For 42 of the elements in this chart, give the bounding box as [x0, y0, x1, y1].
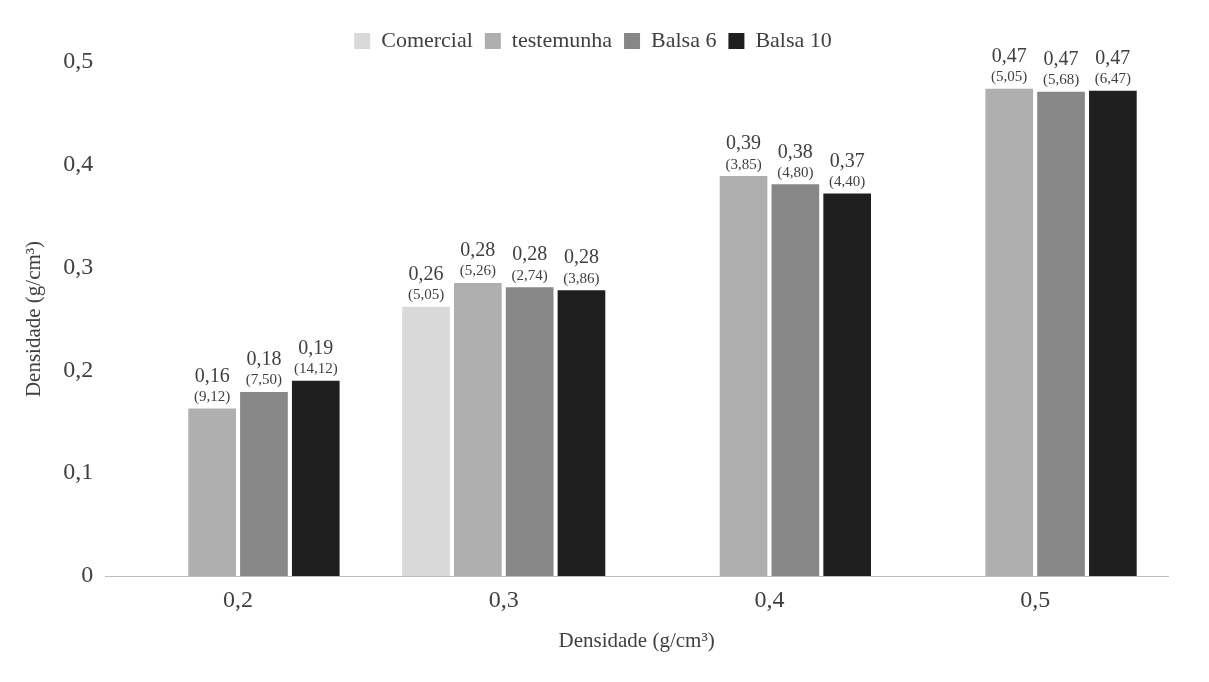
y-tick-label: 0,5 — [63, 47, 94, 74]
bar — [557, 290, 606, 576]
y-tick-label: 0,2 — [63, 355, 94, 382]
bar — [505, 287, 554, 576]
bar — [771, 184, 820, 576]
x-axis-title: Densidade (g/cm³) — [558, 627, 715, 652]
y-tick-label: 0,3 — [63, 252, 94, 279]
data-label: 0,38 (4,80) — [777, 139, 814, 181]
data-label: 0,47 (6,47) — [1094, 46, 1131, 88]
data-label: 0,39 (3,85) — [725, 131, 762, 173]
y-tick-label: 0,4 — [63, 150, 94, 177]
data-label: 0,47 (5,05) — [991, 43, 1028, 86]
y-tick-label: 0 — [81, 561, 94, 588]
x-tick-label: 0,3 — [488, 585, 519, 612]
data-label: 0,16 (9,12) — [194, 363, 231, 405]
legend-label: Comercial — [381, 26, 473, 52]
legend-label: testemunha — [511, 26, 613, 52]
data-label: 0,28 (3,86) — [563, 245, 600, 287]
bar — [454, 283, 502, 576]
data-label: 0,37 (4,40) — [829, 148, 866, 191]
bar — [985, 88, 1034, 576]
legend-label: Balsa 6 — [651, 26, 717, 52]
bar — [291, 380, 340, 576]
bar — [402, 306, 450, 576]
data-label: 0,19 (14,12) — [293, 335, 338, 378]
bar — [240, 391, 288, 576]
x-tick-label: 0,2 — [223, 585, 254, 612]
bar — [1089, 90, 1137, 576]
bar — [823, 193, 871, 576]
bar — [1037, 91, 1085, 576]
x-tick-label: 0,5 — [1020, 585, 1051, 612]
bar — [188, 408, 236, 576]
bar — [719, 176, 768, 576]
data-label: 0,26 (5,05) — [407, 261, 445, 304]
legend-label: Balsa 10 — [755, 26, 832, 52]
x-tick-label: 0,4 — [754, 585, 785, 612]
y-axis-title: Densidade (g/cm³) — [21, 240, 46, 398]
data-label: 0,47 (5,68) — [1042, 47, 1080, 89]
data-label: 0,28 (5,26) — [459, 238, 496, 280]
data-label: 0,18 (7,50) — [245, 347, 283, 389]
y-tick-label: 0,1 — [63, 458, 94, 485]
data-label: 0,28 (2,74) — [511, 242, 548, 284]
